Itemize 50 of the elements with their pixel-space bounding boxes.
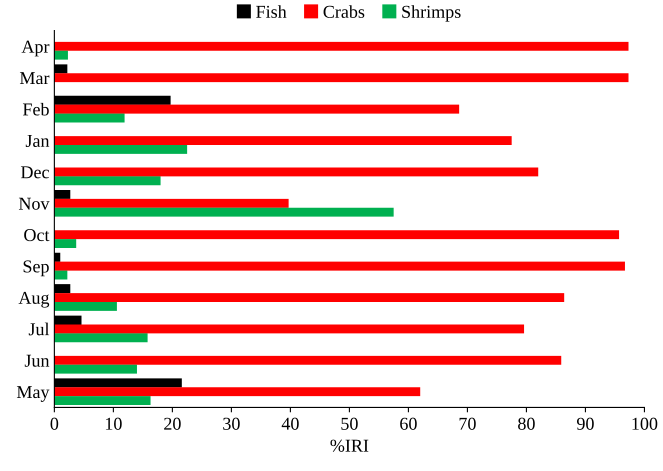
bar <box>54 387 420 396</box>
y-tick-label: Aug <box>18 292 50 308</box>
bar <box>54 324 524 334</box>
y-tick-label: Nov <box>18 198 50 210</box>
bar <box>54 73 629 82</box>
bar <box>54 302 117 311</box>
bar <box>54 333 148 342</box>
y-tick-label: Feb <box>22 102 49 116</box>
x-tick-label: 20 <box>164 418 181 430</box>
bar <box>54 270 68 280</box>
bar <box>54 293 564 302</box>
legend-label: Shrimps <box>402 5 461 22</box>
x-tick-label: 90 <box>576 418 594 430</box>
x-tick-label: 60 <box>400 418 417 430</box>
y-tick-label: Mar <box>20 72 50 84</box>
bar <box>54 50 68 60</box>
y-tick-label: Apr <box>22 40 50 56</box>
bar <box>54 144 188 154</box>
bar <box>54 262 625 271</box>
y-tick-label: Jul <box>28 322 50 336</box>
y-tick-label: Jun <box>24 354 50 367</box>
bar <box>54 198 289 208</box>
x-tick-label: 80 <box>518 418 535 430</box>
legend-label: Fish <box>256 5 286 18</box>
x-tick-label: 100 <box>632 418 658 430</box>
y-tick-label: Oct <box>24 229 50 242</box>
bar <box>54 356 562 365</box>
x-axis-title: %IRI <box>330 440 368 452</box>
bar <box>54 114 125 122</box>
x-tick-label: 50 <box>341 418 358 430</box>
y-tick-label: May <box>16 386 50 402</box>
x-tick-label: 70 <box>460 418 476 430</box>
bar <box>54 42 629 51</box>
bar <box>54 396 151 406</box>
bar <box>54 208 394 217</box>
y-tick-label: Dec <box>20 166 49 178</box>
x-tick-label: 30 <box>223 418 240 430</box>
bar <box>54 239 76 248</box>
bar <box>54 104 460 114</box>
bar <box>54 230 620 240</box>
bar <box>54 364 137 374</box>
x-tick-label: 40 <box>282 418 299 430</box>
bar <box>54 136 512 145</box>
bar <box>54 167 538 176</box>
x-tick-label: 0 <box>50 418 58 430</box>
y-tick-label: Sep <box>24 260 49 276</box>
legend-label: Crabs <box>324 5 364 18</box>
x-tick-label: 10 <box>106 418 122 430</box>
bar <box>54 176 161 186</box>
y-tick-label: Jan <box>26 134 50 147</box>
